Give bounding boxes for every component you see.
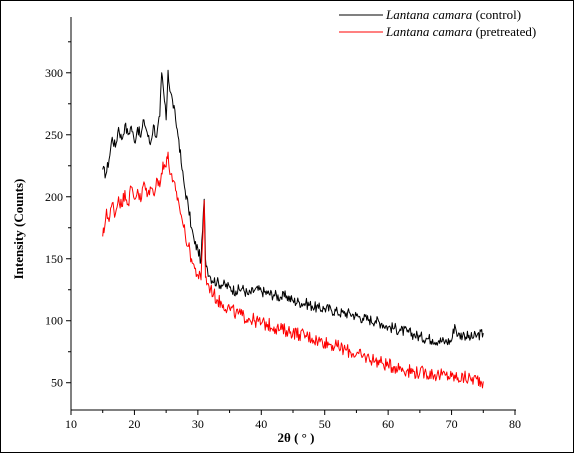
y-tick-label: 150 (45, 252, 63, 266)
y-tick-label: 250 (45, 128, 63, 142)
x-tick-label: 20 (128, 417, 140, 431)
y-tick-label: 200 (45, 190, 63, 204)
x-tick-label: 10 (65, 417, 77, 431)
x-tick-label: 30 (192, 417, 204, 431)
y-axis: 50 100 150 200 250 300 (45, 17, 72, 410)
x-axis: 10 20 30 40 50 60 70 80 (65, 409, 521, 431)
x-tick-label: 80 (509, 417, 521, 431)
legend: Lantana camara (control) Lantana camara (… (339, 7, 536, 39)
x-tick-label: 40 (255, 417, 267, 431)
x-tick-label: 70 (446, 417, 458, 431)
y-tick-label: 100 (45, 314, 63, 328)
series-line-control (102, 69, 484, 346)
x-tick-label: 50 (319, 417, 331, 431)
y-axis-title: Intensity (Counts) (11, 179, 26, 280)
legend-label: Lantana camara (pretreated) (385, 24, 536, 39)
y-tick-label: 300 (45, 66, 63, 80)
y-tick-label: 50 (51, 376, 63, 390)
x-axis-title: 2θ ( ° ) (278, 430, 315, 445)
legend-label: Lantana camara (control) (385, 7, 521, 22)
series-line-pretreated (102, 151, 484, 389)
series-layer (102, 69, 484, 389)
x-tick-label: 60 (382, 417, 394, 431)
